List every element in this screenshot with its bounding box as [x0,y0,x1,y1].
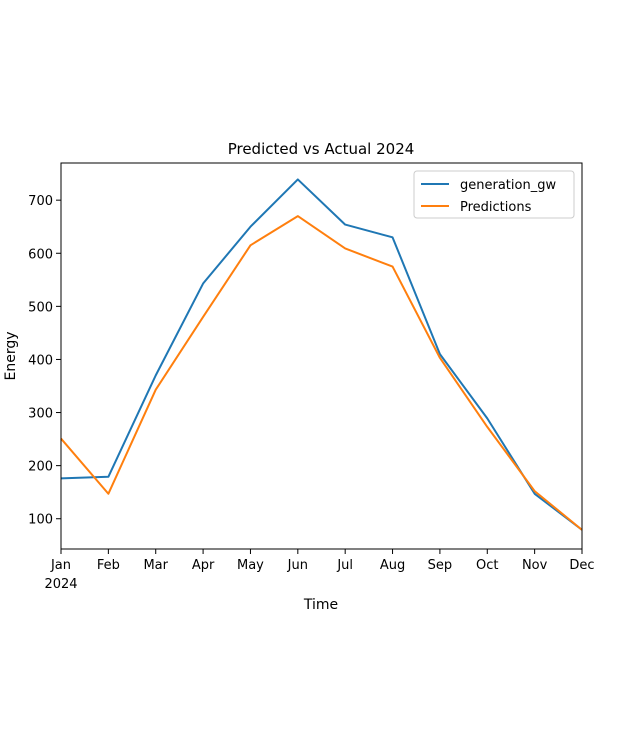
legend-label-predictions: Predictions [460,200,532,215]
x-axis-year-label: 2024 [44,577,77,592]
x-tick-label-jun: Jun [287,558,308,573]
y-tick-label-600: 600 [28,247,53,262]
x-tick-label-oct: Oct [476,558,498,573]
legend-entries: generation_gw Predictions [421,178,556,215]
x-tick-label-jul: Jul [336,558,353,573]
y-axis-label: Energy [3,331,19,380]
y-tick-label-200: 200 [28,460,53,475]
chart-title: Predicted vs Actual 2024 [228,140,415,158]
x-tick-label-apr: Apr [192,558,215,573]
legend-frame [413,170,575,219]
x-tick-label-may: May [237,558,264,573]
x-tick-label-mar: Mar [143,558,168,573]
y-tick-label-500: 500 [28,300,53,315]
legend-label-generation-gw: generation_gw [460,178,556,193]
plot-frame [60,162,583,550]
x-tick-label-feb: Feb [97,558,120,573]
series-line-predictions [60,215,583,531]
x-tick-label-nov: Nov [522,558,548,573]
y-axis: 100 200 300 400 500 600 700 [28,194,61,528]
y-tick-label-300: 300 [28,407,53,422]
y-tick-label-700: 700 [28,194,53,209]
x-tick-label-dec: Dec [569,558,594,573]
x-tick-label-aug: Aug [380,558,405,573]
plot-area [60,162,583,550]
series-layer [60,178,583,531]
y-tick-label-400: 400 [28,353,53,368]
y-tick-label-100: 100 [28,513,53,528]
legend: generation_gw Predictions [413,170,575,219]
x-axis-label: Time [303,597,338,613]
series-line-generation-gw [60,178,583,531]
x-axis: Jan Feb Mar Apr May Jun Jul Aug Sep Oct Nov Dec [50,549,595,573]
x-tick-label-jan: Jan [50,558,71,573]
x-tick-label-sep: Sep [428,558,453,573]
